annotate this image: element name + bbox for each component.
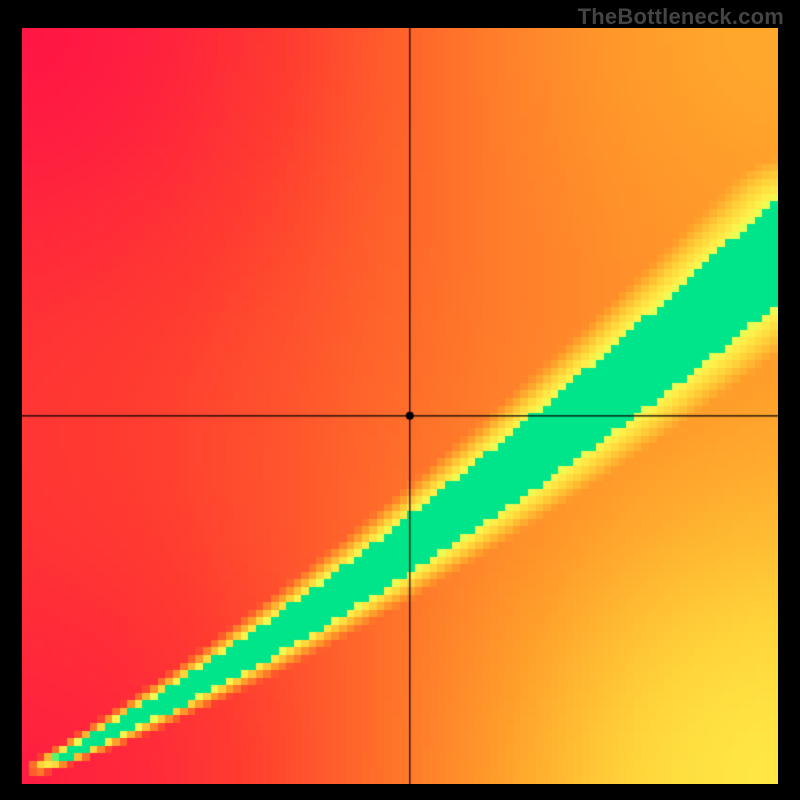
heatmap-canvas [22, 28, 778, 784]
watermark-text: TheBottleneck.com [578, 4, 784, 30]
heatmap-plot [22, 28, 778, 784]
